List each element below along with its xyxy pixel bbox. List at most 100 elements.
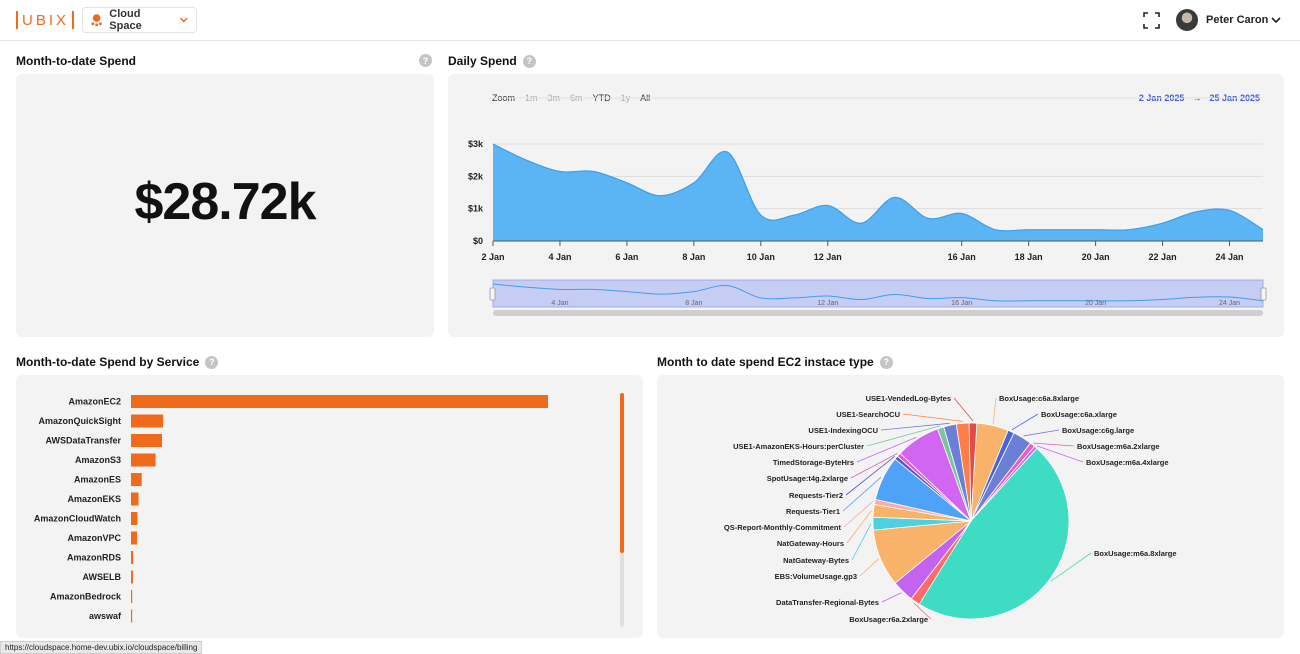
service-label: AmazonES <box>74 475 121 485</box>
daily-spend-title-text: Daily Spend <box>448 54 517 68</box>
navigator-tick-label: 24 Jan <box>1219 300 1240 307</box>
spend-by-service-panel: AmazonEC2 AmazonQuickSight AWSDataTransfer… <box>16 375 643 638</box>
service-bar <box>131 609 133 623</box>
help-icon[interactable]: ? <box>522 54 536 68</box>
service-label: AmazonRDS <box>67 553 121 563</box>
ec2-instance-type-title: Month to date spend EC2 instace type ? <box>657 355 893 369</box>
pie-slice <box>968 422 978 522</box>
service-bar <box>131 531 137 545</box>
y-tick-label: $2k <box>468 171 484 181</box>
pie-leader-line <box>842 476 882 512</box>
mtd-spend-title-text: Month-to-date Spend <box>16 54 136 68</box>
pie-label: TimedStorage-ByteHrs <box>773 458 854 467</box>
x-tick-label: 18 Jan <box>1015 252 1043 262</box>
help-icon[interactable]: ? <box>205 355 219 369</box>
pie-label: Requests-Tier2 <box>789 491 843 500</box>
y-tick-label: $1k <box>468 204 484 214</box>
service-bar <box>131 453 156 467</box>
cloud-space-selector[interactable]: Cloud Space <box>82 7 197 33</box>
user-name[interactable]: Peter Caron <box>1206 14 1269 26</box>
spend-by-service-title: Month-to-date Spend by Service ? <box>16 355 219 369</box>
pie-label: USE1-IndexingOCU <box>808 426 878 435</box>
pie-leader-line <box>1011 413 1039 431</box>
navigator-left-handle[interactable] <box>489 287 496 301</box>
pie-leader-line <box>902 413 963 422</box>
pie-label: BoxUsage:r6a.2xlarge <box>849 615 928 624</box>
navigator-tick-label: 16 Jan <box>951 300 972 307</box>
help-icon[interactable]: ? <box>879 355 893 369</box>
pie-label: USE1-AmazonEKS-Hours:perCluster <box>733 442 864 451</box>
service-label: AWSDataTransfer <box>45 436 121 446</box>
pie-label: BoxUsage:m6a.4xlarge <box>1086 458 1169 467</box>
pie-leader-line <box>1050 552 1092 582</box>
service-bar <box>131 512 138 525</box>
pie-leader-line <box>856 436 917 463</box>
pie-label: BoxUsage:m6a.8xlarge <box>1094 549 1177 558</box>
daily-spend-title: Daily Spend ? <box>448 54 536 68</box>
service-label: AmazonEKS <box>67 494 121 504</box>
daily-spend-chart[interactable]: $0 $1k $2k $3k 2 Jan 4 Jan 6 Jan 8 Jan 10 Jan 12 … <box>448 74 1284 337</box>
x-tick-label: 22 Jan <box>1149 252 1177 262</box>
x-tick-label: 10 Jan <box>747 252 775 262</box>
pie-leader-line <box>1023 429 1060 437</box>
pie-label: EBS:VolumeUsage.gp3 <box>775 572 857 581</box>
pie-leader-line <box>843 501 874 528</box>
status-bar-url: https://cloudspace.home-dev.ubix.io/clou… <box>0 641 203 654</box>
cloud-space-icon <box>91 14 102 27</box>
x-tick-label: 6 Jan <box>615 252 638 262</box>
pie-label: Requests-Tier1 <box>786 507 840 516</box>
pie-label: BoxUsage:c6g.large <box>1062 426 1134 435</box>
y-tick-label: $3k <box>468 139 484 149</box>
navigator-tick-label: 4 Jan <box>551 300 568 307</box>
mtd-spend-value: $28.72k <box>134 173 317 231</box>
service-label: AWSELB <box>82 572 121 582</box>
service-label: AmazonEC2 <box>68 397 121 407</box>
navigator-scrollbar[interactable] <box>493 310 1263 316</box>
chevron-down-icon <box>179 17 188 23</box>
service-label: awswaf <box>89 611 122 621</box>
navigator-right-handle[interactable] <box>1260 287 1267 301</box>
spend-by-service-chart[interactable]: AmazonEC2 AmazonQuickSight AWSDataTransfer… <box>16 375 643 638</box>
logo-text: UBIX <box>22 11 70 29</box>
pie-leader-line <box>953 397 974 422</box>
daily-spend-area <box>493 144 1263 241</box>
pie-leader-line <box>913 602 932 620</box>
service-bar <box>131 395 548 408</box>
service-bar <box>131 414 164 428</box>
ec2-instance-type-chart[interactable]: USE1-VendedLog-Bytes USE1-SearchOCU USE1-I… <box>657 375 1284 638</box>
pie-label: QS-Report-Monthly-Commitment <box>724 523 842 532</box>
pie-leader-line <box>1033 442 1075 447</box>
fullscreen-icon[interactable] <box>1143 12 1160 29</box>
pie-label: NatGateway-Bytes <box>783 556 849 565</box>
logo-bar-right <box>72 11 75 29</box>
daily-spend-line <box>492 143 1264 232</box>
x-tick-label: 16 Jan <box>948 252 976 262</box>
pie-label: NatGateway-Hours <box>777 539 844 548</box>
x-tick-label: 4 Jan <box>548 252 571 262</box>
ubix-logo[interactable]: UBIX <box>16 10 75 30</box>
pie-leader-line <box>1036 445 1084 463</box>
pie-label: SpotUsage:t4g.2xlarge <box>767 474 848 483</box>
service-bar <box>131 434 163 447</box>
service-bar <box>131 590 133 603</box>
help-icon[interactable]: ? <box>419 54 432 67</box>
pie-leader-line <box>992 397 997 424</box>
pie-label: DataTransfer-Regional-Bytes <box>776 598 879 607</box>
pie-leader-line <box>866 425 941 447</box>
service-label: AmazonQuickSight <box>38 416 121 426</box>
user-avatar[interactable] <box>1176 9 1198 31</box>
scrollbar-thumb[interactable] <box>620 393 624 553</box>
service-label: AmazonBedrock <box>50 592 122 602</box>
pie-label: BoxUsage:c6a.xlarge <box>1041 410 1117 419</box>
ec2-instance-type-title-text: Month to date spend EC2 instace type <box>657 355 874 369</box>
mtd-spend-panel: $28.72k <box>16 74 434 337</box>
service-bar <box>131 570 133 584</box>
chevron-down-icon[interactable] <box>1270 14 1282 26</box>
spend-by-service-title-text: Month-to-date Spend by Service <box>16 355 200 369</box>
navigator-tick-label: 8 Jan <box>685 300 702 307</box>
navigator-tick-label: 12 Jan <box>817 300 838 307</box>
y-tick-label: $0 <box>473 236 483 246</box>
pie-leader-line <box>880 422 950 431</box>
pie-leader-line <box>850 453 898 479</box>
pie-label: BoxUsage:c6a.8xlarge <box>999 394 1079 403</box>
